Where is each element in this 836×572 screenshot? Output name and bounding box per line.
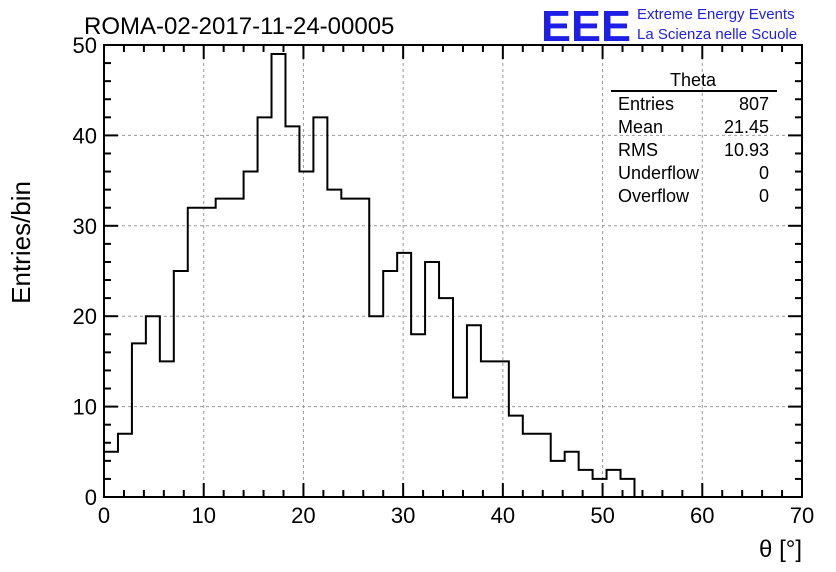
stats-label: Entries bbox=[618, 94, 674, 114]
axis-ticks bbox=[103, 44, 803, 498]
stats-value: 807 bbox=[739, 94, 769, 114]
stats-value: 21.45 bbox=[724, 117, 769, 137]
chart-title: ROMA-02-2017-11-24-00005 bbox=[84, 13, 394, 40]
x-tick-label: 30 bbox=[391, 503, 415, 528]
stats-value: 10.93 bbox=[724, 140, 769, 160]
plot-frame bbox=[103, 44, 803, 498]
x-tick-label: 70 bbox=[790, 503, 814, 528]
eee-logo-mark: EEE bbox=[541, 2, 631, 51]
y-tick-label: 40 bbox=[73, 123, 97, 148]
y-tick-label: 0 bbox=[85, 485, 97, 510]
y-tick-label: 30 bbox=[73, 214, 97, 239]
y-axis-label: Entries/bin bbox=[6, 181, 36, 304]
x-tick-label: 10 bbox=[191, 503, 215, 528]
stats-label: Mean bbox=[618, 117, 663, 137]
stats-label: RMS bbox=[618, 140, 658, 160]
histogram-outline bbox=[104, 53, 802, 498]
stats-label: Overflow bbox=[618, 186, 690, 206]
x-tick-label: 60 bbox=[690, 503, 714, 528]
x-tick-label: 20 bbox=[291, 503, 315, 528]
stats-box: Theta Entries 807 Mean 21.45 RMS 10.93 Underfl… bbox=[611, 70, 777, 206]
eee-logo: EEE Extreme Energy Events La Scienza nel… bbox=[541, 2, 797, 51]
x-tick-labels: 0 10 20 30 40 50 60 70 bbox=[98, 503, 814, 528]
x-tick-label: 50 bbox=[590, 503, 614, 528]
y-tick-label: 50 bbox=[73, 33, 97, 58]
eee-logo-line2: La Scienza nelle Scuole bbox=[637, 26, 797, 43]
eee-logo-line1: Extreme Energy Events bbox=[637, 6, 795, 23]
plot-grid bbox=[104, 44, 802, 497]
x-axis-label: θ [°] bbox=[759, 536, 802, 563]
stats-value: 0 bbox=[759, 163, 769, 183]
x-tick-label: 40 bbox=[491, 503, 515, 528]
y-tick-label: 10 bbox=[73, 395, 97, 420]
stats-value: 0 bbox=[759, 186, 769, 206]
stats-box-name: Theta bbox=[670, 70, 717, 90]
x-tick-label: 0 bbox=[98, 503, 110, 528]
y-tick-labels: 0 10 20 30 40 50 bbox=[73, 33, 97, 510]
y-tick-label: 20 bbox=[73, 304, 97, 329]
stats-label: Underflow bbox=[618, 163, 700, 183]
